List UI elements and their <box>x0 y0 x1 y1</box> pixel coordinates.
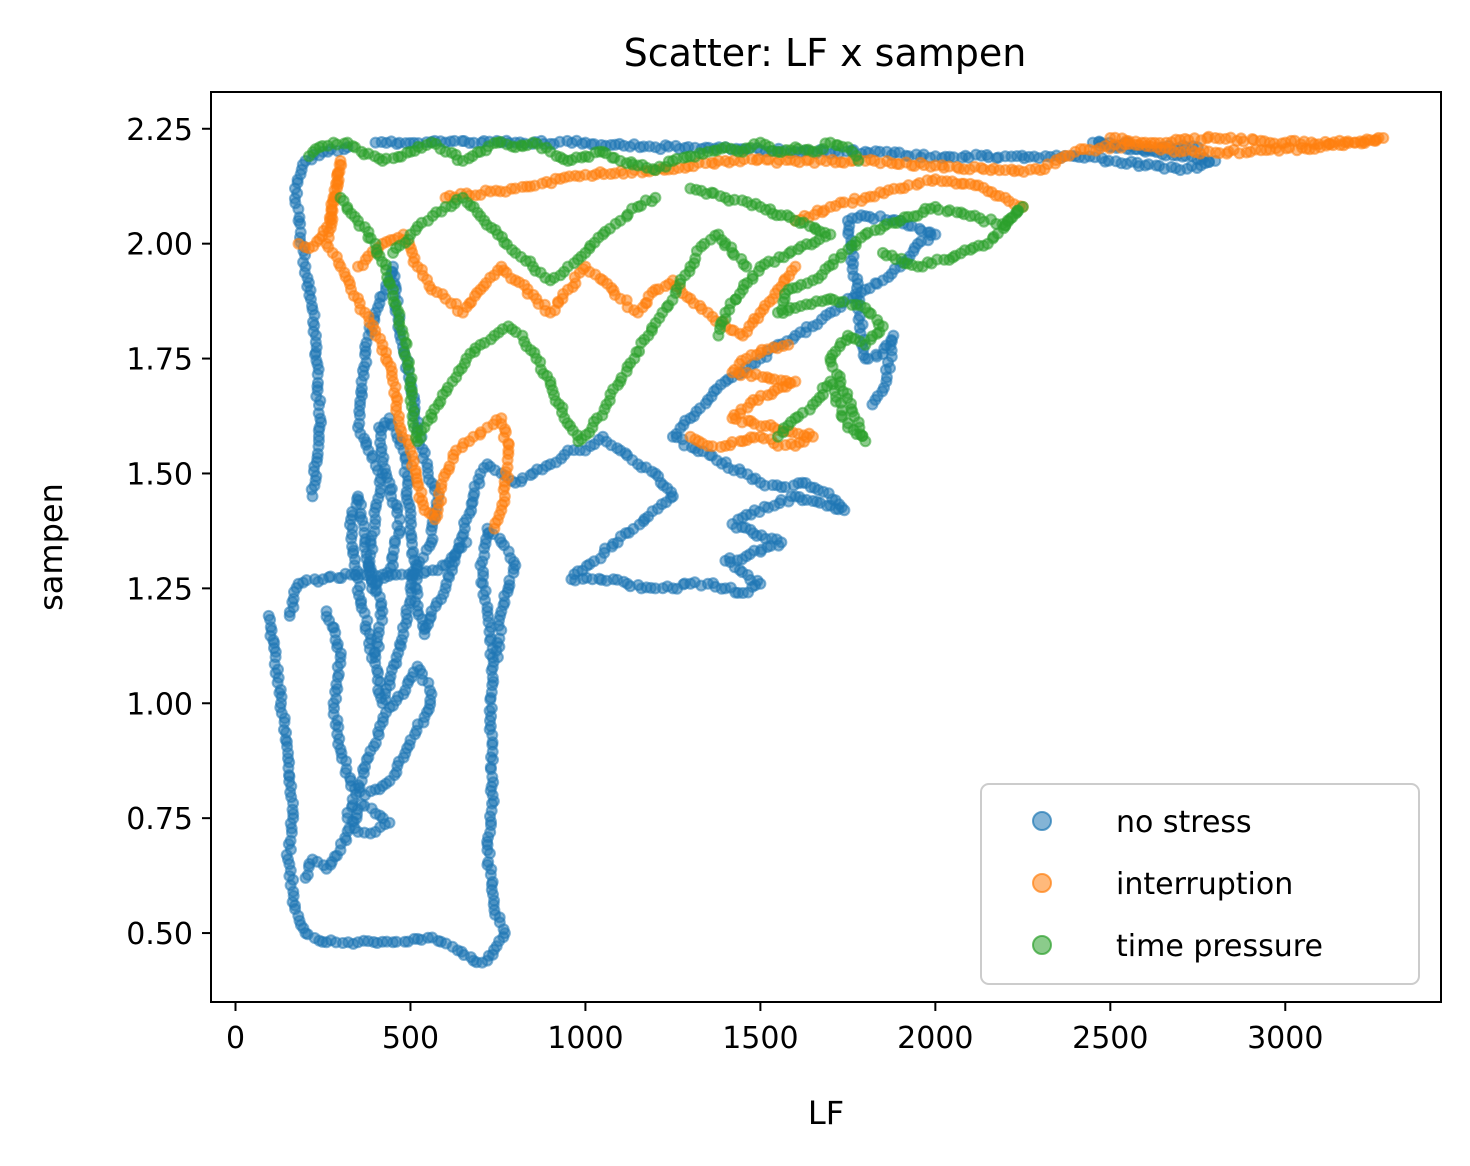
x-tick-label: 3000 <box>1247 1021 1323 1056</box>
series-no-stress <box>262 134 1222 969</box>
data-point <box>876 246 889 259</box>
plot-frame <box>210 91 1442 1003</box>
legend-marker <box>1032 873 1052 893</box>
data-point <box>866 398 879 411</box>
chart-title: Scatter: LF x sampen <box>624 31 1027 75</box>
y-axis: 0.50 0.75 1.00 1.25 1.50 1.75 2.00 2.25 <box>126 113 211 952</box>
y-tick-label: 1.00 <box>126 687 193 722</box>
data-point <box>488 522 501 535</box>
y-tick-label: 1.25 <box>126 572 193 607</box>
x-tick-label: 1500 <box>722 1021 798 1056</box>
x-tick-label: 1000 <box>547 1021 623 1056</box>
legend-marker <box>1032 811 1052 831</box>
y-axis-label: sampen <box>32 483 70 611</box>
legend-label: time pressure <box>1116 929 1323 964</box>
x-axis-label: LF <box>808 1094 844 1132</box>
legend-label: interruption <box>1116 867 1293 902</box>
legend-box <box>980 783 1420 985</box>
x-axis: 0 500 1000 1500 2000 2500 3000 <box>226 1002 1323 1056</box>
series-interruption <box>292 130 1390 535</box>
y-tick-label: 2.00 <box>126 228 193 263</box>
plot-area <box>262 130 1390 969</box>
y-tick-label: 0.50 <box>126 917 193 952</box>
y-tick-label: 0.75 <box>126 802 193 837</box>
legend-label: no stress <box>1116 805 1252 840</box>
legend: no stress interruption time pressure <box>980 783 1420 985</box>
legend-marker <box>1032 935 1052 955</box>
series-time-pressure <box>303 135 1029 448</box>
data-point <box>299 871 312 884</box>
data-point <box>491 651 504 664</box>
y-tick-label: 1.50 <box>126 457 193 492</box>
data-point <box>1104 132 1117 144</box>
data-point <box>649 191 662 204</box>
data-point <box>712 329 725 342</box>
y-tick-label: 1.75 <box>126 343 193 378</box>
data-point <box>789 260 802 273</box>
y-tick-label: 2.25 <box>126 113 193 148</box>
data-point <box>852 154 865 167</box>
x-tick-label: 2000 <box>897 1021 973 1056</box>
x-tick-label: 500 <box>382 1021 439 1056</box>
x-tick-label: 0 <box>226 1021 245 1056</box>
x-tick-label: 2500 <box>1072 1021 1148 1056</box>
data-point <box>740 260 753 273</box>
data-point <box>782 338 795 351</box>
